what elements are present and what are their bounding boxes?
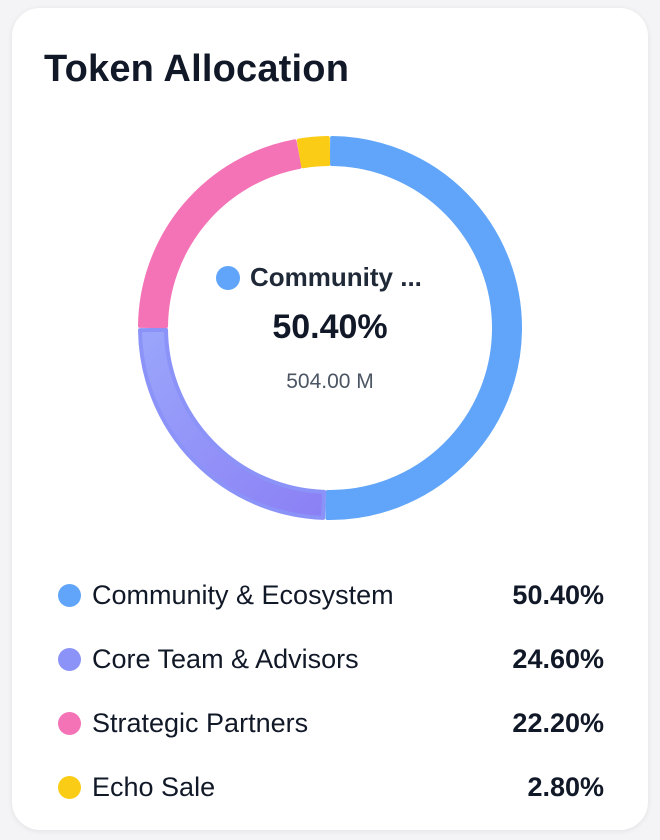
slice-core-team[interactable]	[138, 327, 327, 520]
legend-dot	[58, 711, 81, 735]
legend-value: 2.80%	[527, 771, 604, 802]
legend-item-echo-sale[interactable]: Echo Sale 2.80%	[58, 755, 604, 819]
legend-dot	[58, 775, 81, 799]
legend-item-community[interactable]: Community & Ecosystem 50.40%	[58, 563, 604, 627]
legend-value: 50.40%	[512, 579, 604, 610]
legend-item-core-team[interactable]: Core Team & Advisors 24.60%	[58, 627, 604, 691]
legend-label: Community & Ecosystem	[92, 579, 394, 610]
donut-chart: Community ... 50.40% 504.00 M	[12, 118, 648, 538]
legend-label: Echo Sale	[92, 771, 216, 802]
legend: Community & Ecosystem 50.40% Core Team &…	[58, 563, 604, 819]
slice-community[interactable]	[325, 136, 522, 520]
legend-dot	[58, 647, 81, 671]
legend-value: 24.60%	[512, 643, 604, 674]
legend-label: Core Team & Advisors	[92, 643, 359, 674]
slice-strategic-partners[interactable]	[138, 139, 302, 329]
token-allocation-card: Token Allocation Community ... 50.40% 50…	[12, 8, 648, 830]
donut-svg	[138, 136, 522, 520]
legend-item-strategic-partners[interactable]: Strategic Partners 22.20%	[58, 691, 604, 755]
card-title: Token Allocation	[44, 48, 350, 90]
legend-label: Strategic Partners	[92, 707, 309, 738]
slice-echo-sale[interactable]	[296, 136, 331, 169]
legend-value: 22.20%	[512, 707, 604, 738]
legend-dot	[58, 583, 81, 607]
